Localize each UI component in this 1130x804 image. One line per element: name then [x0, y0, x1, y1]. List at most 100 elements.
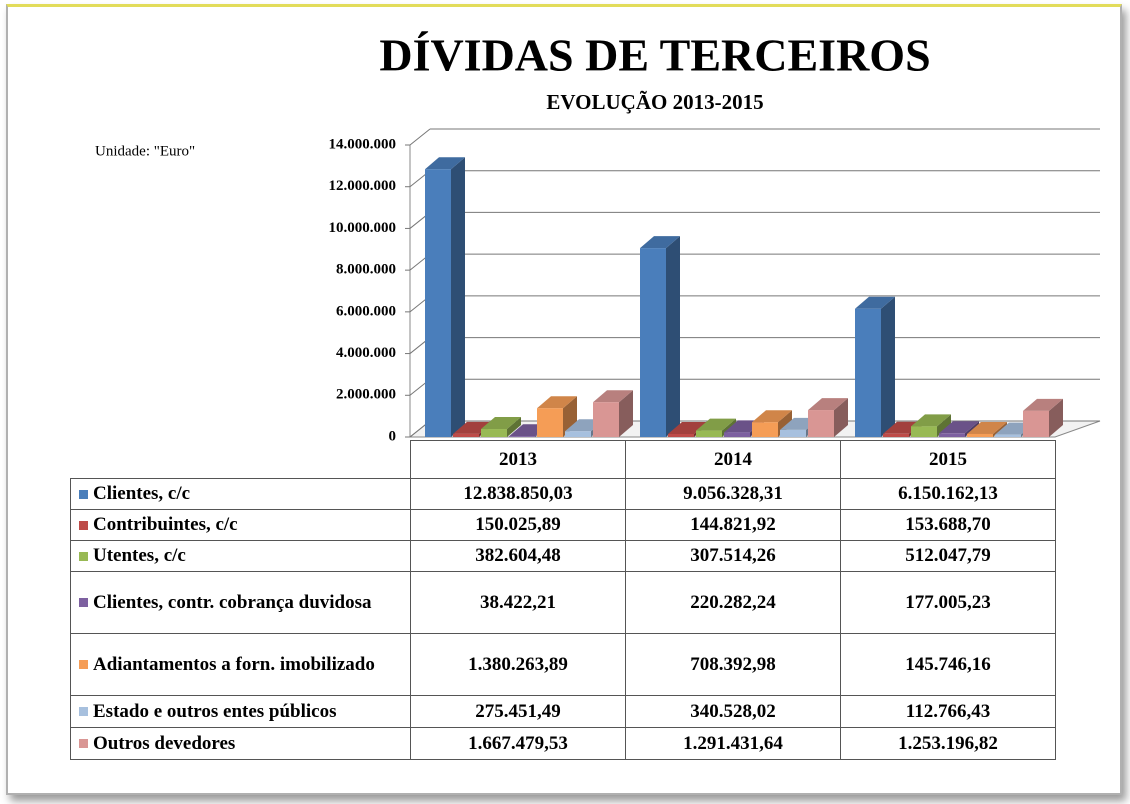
bar-front: [967, 433, 993, 437]
legend-cell: Outros devedores: [70, 727, 411, 760]
value-cell: 220.282,24: [625, 571, 841, 634]
bar-top: [593, 390, 633, 403]
legend-cell: Utentes, c/c: [70, 540, 411, 572]
bar: [967, 421, 1007, 437]
bar-front: [481, 429, 507, 437]
bar-front: [855, 308, 881, 437]
bar: [640, 236, 680, 437]
y-tick-label: 14.000.000: [329, 136, 397, 152]
value-cell: 382.604,48: [410, 540, 626, 572]
column-header: 2015: [840, 440, 1056, 479]
bar-top: [855, 296, 895, 309]
bar-front: [453, 433, 479, 437]
value-cell: 12.838.850,03: [410, 478, 626, 510]
bar-top: [537, 396, 577, 409]
legend-label: Outros devedores: [93, 732, 236, 754]
bar: [1023, 398, 1063, 437]
bar-side: [834, 398, 848, 437]
legend-label: Contribuintes, c/c: [93, 514, 238, 535]
bar-top: [939, 421, 979, 434]
bar: [911, 414, 951, 437]
legend-label: Utentes, c/c: [93, 545, 186, 566]
bar-top: [481, 417, 521, 430]
value-cell: 307.514,26: [625, 540, 841, 572]
bar: [481, 417, 521, 437]
bar-front: [593, 402, 619, 437]
legend-swatch: [79, 660, 88, 669]
legend-swatch: [79, 598, 88, 607]
bar-top: [453, 421, 493, 434]
legend-swatch: [79, 551, 88, 561]
value-cell: 144.821,92: [625, 509, 841, 541]
legend-swatch: [79, 520, 88, 530]
bar-front: [995, 434, 1021, 437]
bar-front: [509, 436, 535, 437]
column-header: 2013: [410, 440, 626, 479]
bar-front: [668, 433, 694, 437]
y-tick-label: 6.000.000: [336, 303, 396, 319]
bar-top: [752, 410, 792, 423]
bar-top: [696, 418, 736, 431]
bar-front: [425, 169, 451, 438]
y-tick-label: 8.000.000: [336, 262, 396, 278]
legend-swatch: [79, 707, 88, 716]
legend-label: Adiantamentos a forn. imobilizado: [93, 653, 375, 675]
bar-front: [883, 433, 909, 437]
unit-note: Unidade: "Euro": [95, 143, 195, 159]
value-cell: 1.380.263,89: [410, 633, 626, 696]
value-cell: 9.056.328,31: [625, 478, 841, 510]
legend-label: Clientes, contr. cobrança duvidosa: [93, 591, 372, 613]
legend-swatch: [79, 489, 88, 499]
bar-front: [911, 426, 937, 437]
legend-label: Estado e outros entes públicos: [93, 700, 337, 722]
legend-cell: Clientes, contr. cobrança duvidosa: [70, 571, 411, 634]
value-cell: 150.025,89: [410, 509, 626, 541]
bar-side: [666, 236, 680, 437]
bar-side: [451, 157, 465, 438]
bar-side: [507, 417, 521, 437]
legend-cell: Adiantamentos a forn. imobilizado: [70, 633, 411, 696]
y-tick-label: 0: [389, 428, 397, 444]
bar-front: [808, 410, 834, 437]
column-header: 2014: [625, 440, 841, 479]
bar-side: [937, 414, 951, 437]
legend-cell: Clientes, c/c: [70, 478, 411, 510]
bar-front: [565, 431, 591, 437]
bar-top: [640, 236, 680, 249]
bar: [593, 390, 633, 437]
chart-title: DÍVIDAS DE TERCEIROS: [379, 30, 930, 81]
y-tick-label: 2.000.000: [336, 387, 396, 403]
bar-front: [780, 429, 806, 437]
bar: [808, 398, 848, 437]
value-cell: 145.746,16: [840, 633, 1056, 696]
bar: [537, 396, 577, 437]
value-cell: 112.766,43: [840, 695, 1056, 728]
legend-cell: Contribuintes, c/c: [70, 509, 411, 541]
bar-top: [808, 398, 848, 411]
bar: [425, 157, 465, 438]
bar-front: [537, 408, 563, 437]
bar: [855, 296, 895, 437]
bar-top: [668, 421, 708, 434]
legend-swatch: [79, 739, 88, 748]
bar-front: [640, 248, 666, 437]
bar-front: [724, 432, 750, 437]
legend-cell: Estado e outros entes públicos: [70, 695, 411, 728]
legend-label: Clientes, c/c: [93, 483, 191, 504]
bar-top: [967, 421, 1007, 434]
bar-front: [939, 433, 965, 437]
value-cell: 177.005,23: [840, 571, 1056, 634]
value-cell: 1.291.431,64: [625, 727, 841, 760]
value-cell: 153.688,70: [840, 509, 1056, 541]
bar-front: [696, 430, 722, 437]
value-cell: 340.528,02: [625, 695, 841, 728]
bar-front: [1023, 410, 1049, 437]
value-cell: 512.047,79: [840, 540, 1056, 572]
value-cell: 275.451,49: [410, 695, 626, 728]
bar-side: [993, 421, 1007, 437]
bar-top: [911, 414, 951, 427]
y-tick-label: 12.000.000: [329, 178, 397, 194]
chart-subtitle: EVOLUÇÃO 2013-2015: [546, 90, 763, 114]
value-cell: 6.150.162,13: [840, 478, 1056, 510]
